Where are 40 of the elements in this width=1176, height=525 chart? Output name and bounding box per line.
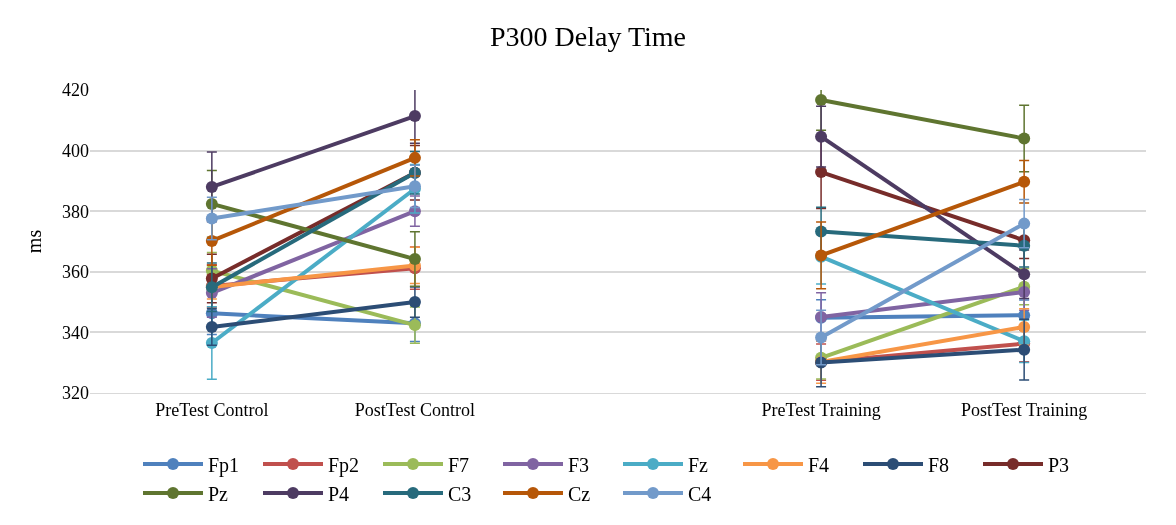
legend-label: P4 xyxy=(328,482,350,505)
x-tick-label: PostTest Control xyxy=(354,399,476,420)
legend-label: C3 xyxy=(448,482,472,505)
y-axis-title: ms xyxy=(22,229,45,254)
point xyxy=(815,331,828,344)
chart-title: P300 Delay Time xyxy=(489,20,687,52)
point xyxy=(815,94,828,106)
legend-label: F7 xyxy=(448,453,470,476)
point xyxy=(1018,343,1031,356)
point xyxy=(408,296,421,309)
point xyxy=(205,180,218,193)
y-tick-label: 400 xyxy=(62,140,89,161)
y-tick-label: 360 xyxy=(62,262,89,283)
point xyxy=(205,212,218,225)
point xyxy=(408,110,421,123)
legend-label: Fp1 xyxy=(208,453,240,477)
point xyxy=(1018,217,1031,230)
point xyxy=(815,130,828,143)
legend-label: Pz xyxy=(208,482,229,505)
y-tick-label: 320 xyxy=(62,383,89,404)
legend-label: C4 xyxy=(688,482,712,505)
point xyxy=(1018,132,1031,145)
y-tick-label: 340 xyxy=(62,322,89,343)
y-tick-label: 380 xyxy=(62,201,89,222)
x-tick-label: PreTest Control xyxy=(155,399,269,420)
legend-label: F8 xyxy=(928,453,950,476)
legend-label: F4 xyxy=(808,453,830,476)
point xyxy=(1018,268,1031,281)
point xyxy=(408,151,421,164)
x-tick-label: PreTest Training xyxy=(761,399,881,420)
point xyxy=(408,253,421,266)
legend-label: P3 xyxy=(1048,453,1070,476)
legend-label: F3 xyxy=(568,453,590,476)
legend-label: Cz xyxy=(568,482,591,505)
legend-label: Fp2 xyxy=(328,453,360,477)
point xyxy=(1018,175,1031,188)
legend-label: Fz xyxy=(688,453,709,476)
y-tick-label: 420 xyxy=(62,80,89,101)
x-tick-label: PostTest Training xyxy=(961,399,1088,420)
point xyxy=(205,320,218,333)
